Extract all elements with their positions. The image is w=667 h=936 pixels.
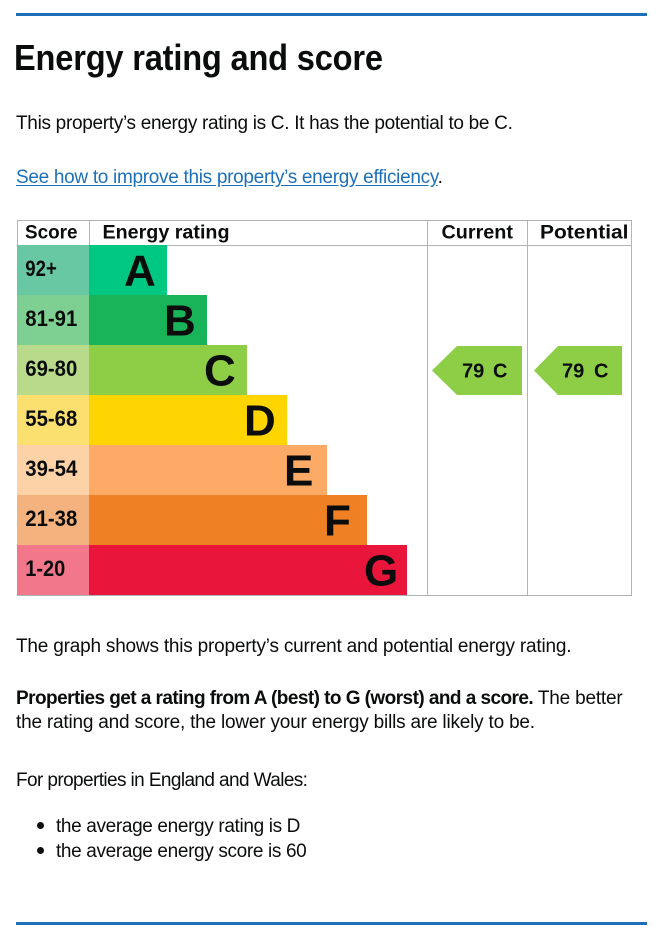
svg-text:55-68: 55-68 <box>25 406 77 431</box>
svg-text:39-54: 39-54 <box>25 456 78 481</box>
svg-text:Potential: Potential <box>540 223 629 244</box>
svg-text:81-91: 81-91 <box>25 306 77 331</box>
svg-text:D: D <box>244 397 276 446</box>
svg-text:G: G <box>364 547 398 596</box>
svg-text:69-80: 69-80 <box>25 356 77 381</box>
svg-text:Score: Score <box>25 223 78 244</box>
svg-text:21-38: 21-38 <box>25 506 77 531</box>
svg-text:E: E <box>284 447 313 496</box>
svg-text:92+: 92+ <box>25 256 57 281</box>
svg-text:C: C <box>493 361 507 383</box>
svg-text:A: A <box>124 247 156 296</box>
svg-text:Current: Current <box>442 223 514 244</box>
svg-text:F: F <box>324 497 351 546</box>
svg-text:B: B <box>164 297 196 346</box>
svg-text:1-20: 1-20 <box>25 556 65 581</box>
svg-text:Energy rating: Energy rating <box>103 223 230 244</box>
svg-text:C: C <box>204 347 236 396</box>
svg-text:C: C <box>594 361 608 383</box>
svg-text:79: 79 <box>462 361 484 383</box>
svg-text:79: 79 <box>562 361 584 383</box>
